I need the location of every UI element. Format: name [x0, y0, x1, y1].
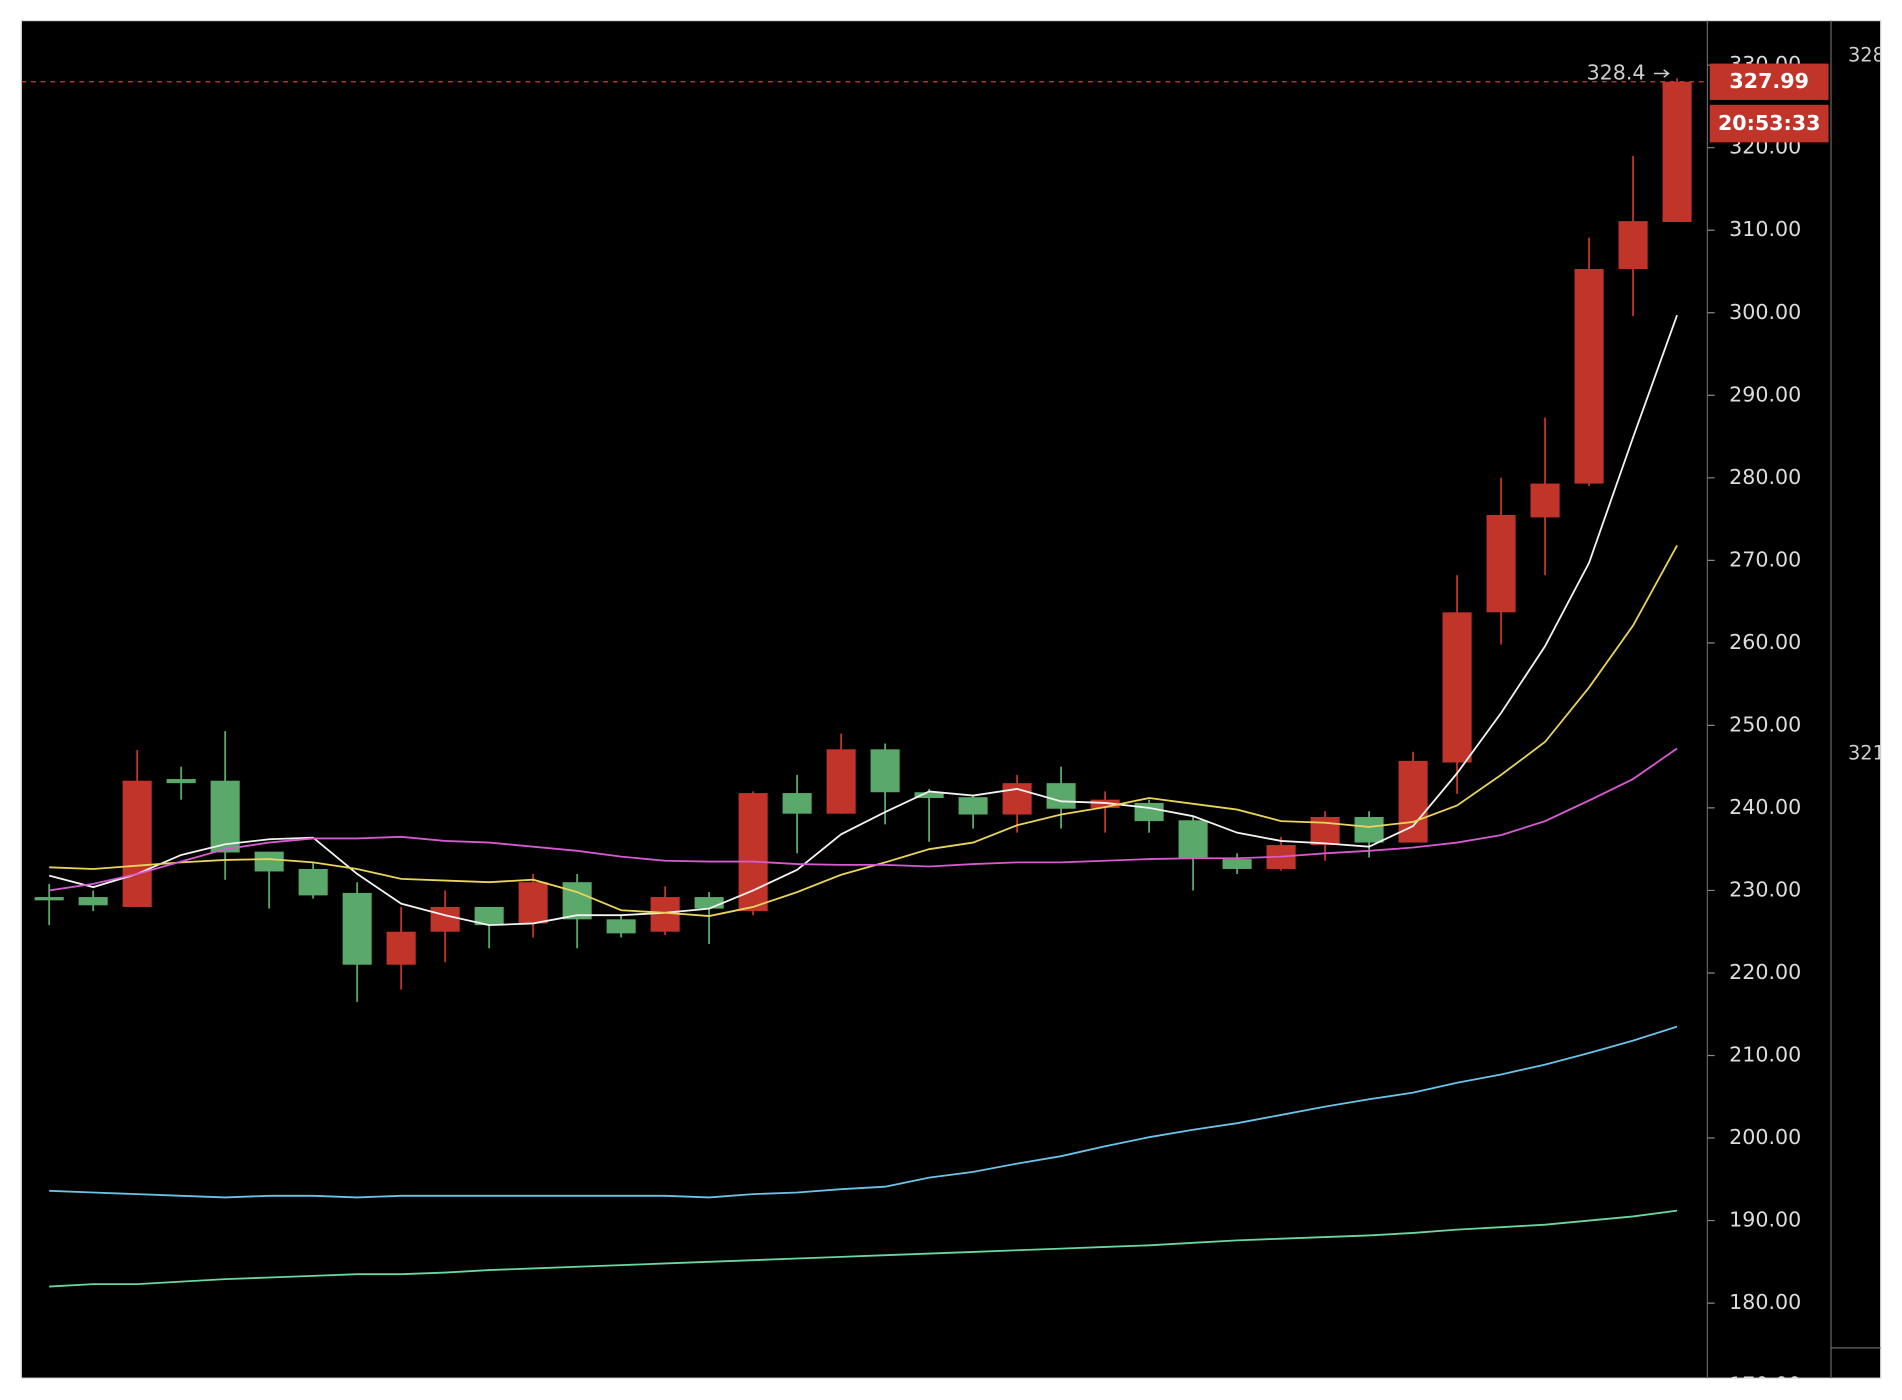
candle-body [1178, 820, 1208, 860]
countdown-box [1709, 104, 1829, 143]
y-tick-label: 200.00 [1729, 1125, 1801, 1149]
candle-body [1046, 783, 1076, 809]
candle-body [1442, 612, 1472, 763]
y-tick-label: 220.00 [1729, 960, 1801, 984]
y-tick-label: 310.00 [1729, 217, 1801, 241]
candle-body [1002, 783, 1032, 815]
candle-body [1574, 269, 1604, 484]
candle-body [1662, 81, 1692, 222]
moving-average-line [49, 1025, 1678, 1199]
countdown-label: 20:53:33 [1718, 111, 1820, 135]
last-price-box [1709, 63, 1829, 100]
y-tick-label: 300.00 [1729, 300, 1801, 324]
y-tick-label: 170.00 [1729, 1373, 1801, 1397]
moving-average-line [49, 747, 1678, 892]
candle-body [122, 780, 152, 907]
y-tick-label: 230.00 [1729, 877, 1801, 901]
candle-body [870, 749, 900, 793]
y-tick-label: 240.00 [1729, 795, 1801, 819]
moving-average-line [49, 545, 1678, 917]
candle-body [782, 793, 812, 814]
y-tick-label: 190.00 [1729, 1208, 1801, 1232]
candle-body [386, 931, 416, 965]
candle-body [474, 906, 504, 926]
candle-body [210, 780, 240, 853]
candle-body [78, 897, 108, 906]
y-tick-label: 180.00 [1729, 1290, 1801, 1314]
y-tick-label: 280.00 [1729, 465, 1801, 489]
plot-area [21, 78, 1708, 1288]
candle-body [826, 749, 856, 814]
chart-background [20, 20, 1882, 1379]
side-panel: 328 321 [1848, 43, 1885, 764]
moving-average-line [48, 314, 1678, 927]
candle-body [298, 868, 328, 896]
y-tick-label: 250.00 [1729, 712, 1801, 736]
candle-body [958, 797, 988, 815]
candle-body [254, 851, 284, 872]
candle-body [34, 897, 64, 901]
candle-body [1618, 221, 1648, 270]
candle-body [914, 792, 944, 799]
y-tick-label: 290.00 [1729, 382, 1801, 406]
candle-body [1222, 859, 1252, 869]
side-label: 321 [1848, 741, 1885, 764]
candle-body [606, 919, 636, 934]
side-label: 328 [1848, 43, 1885, 66]
moving-average-line [49, 1209, 1678, 1288]
candle-body [1354, 816, 1384, 843]
candle-body [650, 897, 680, 932]
candle-body [738, 793, 768, 912]
candle-body [694, 897, 724, 909]
candle-body [518, 882, 548, 924]
candle-body [430, 906, 460, 932]
last-price-label: 327.99 [1729, 69, 1808, 93]
candle-body [1530, 483, 1560, 518]
high-marker-label: 328.4 [1587, 61, 1646, 85]
price-axis: 170.00 180.00 190.00 200.00 210.00 220.00 230.… [1707, 52, 1801, 1397]
candle-body [562, 882, 592, 920]
candle-body [342, 892, 372, 965]
candle-body [1310, 816, 1340, 846]
candle-body [1486, 514, 1516, 613]
candle-body [1134, 802, 1164, 822]
y-tick-label: 210.00 [1729, 1042, 1801, 1066]
high-marker-arrow [1654, 69, 1670, 78]
y-tick-label: 260.00 [1729, 630, 1801, 654]
y-tick-label: 270.00 [1729, 547, 1801, 571]
candle-body [1398, 760, 1428, 843]
candle-body [166, 779, 196, 784]
